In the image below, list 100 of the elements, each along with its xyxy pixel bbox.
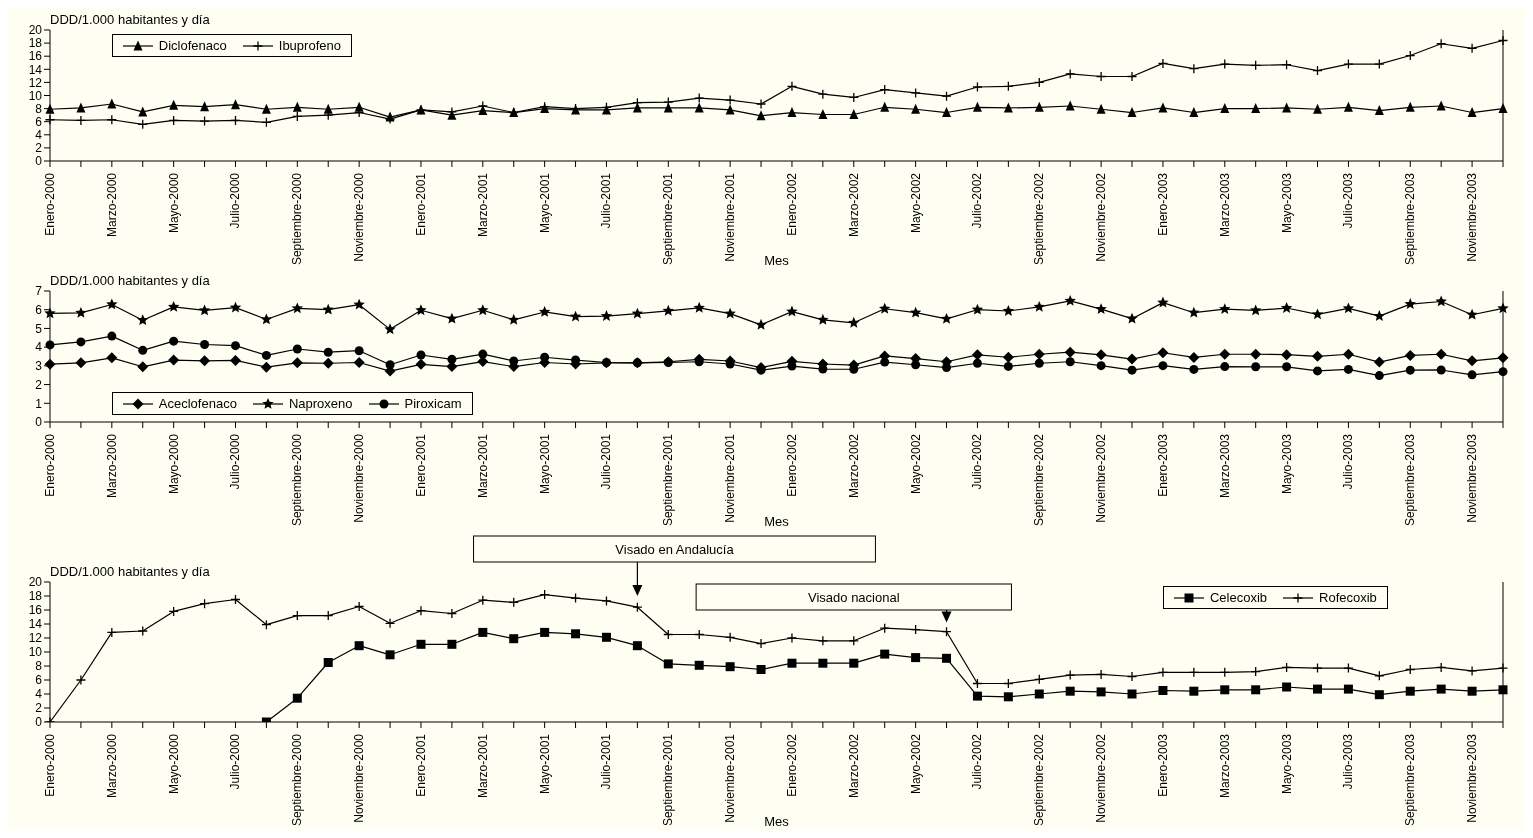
x-tick-label: Mayo-2002 [908,172,923,234]
x-tick-label: Mayo-2001 [537,433,552,495]
x-tick-label: Mayo-2000 [166,433,181,495]
x-tick-label: Marzo-2002 [846,172,861,238]
y-tick-label: 0 [35,154,43,169]
y-tick-label: 2 [35,701,43,716]
annotation: Visado nacional [808,589,900,605]
x-tick-label: Enero-2000 [43,433,57,497]
y-tick-label: 12 [28,631,43,646]
y-tick-label: 6 [35,114,43,129]
y-axis-title: DDD/1.000 habitantes y día [50,273,211,288]
x-tick-label: Marzo-2003 [1217,172,1232,238]
y-tick-label: 12 [28,75,43,90]
x-tick-label: Noviembre-2002 [1094,172,1109,262]
y-axis-title: DDD/1.000 habitantes y día [50,564,211,579]
x-tick-label: Mayo-2001 [537,733,552,795]
x-tick-label: Julio-2001 [599,172,614,229]
legend-label: Diclofenaco [158,38,227,53]
x-axis-title: Mes [764,253,790,268]
x-tick-label: Enero-2000 [43,172,57,236]
x-tick-label: Mayo-2000 [166,172,181,234]
y-tick-label: 7 [35,284,43,299]
y-tick-label: 2 [35,377,43,392]
y-tick-label: 18 [28,36,43,51]
text: Visado en Andalucía [615,541,735,557]
x-tick-label: Marzo-2000 [104,172,119,238]
y-tick-label: 20 [28,23,43,38]
x-tick-label: Enero-2001 [413,172,428,236]
x-tick-label: Julio-2001 [599,433,614,490]
x-tick-label: Marzo-2003 [1217,433,1232,499]
x-tick-label: Mayo-2000 [166,733,181,795]
x-tick-label: Septiembre-2000 [290,433,305,527]
y-tick-label: 10 [28,88,43,103]
legend-label: Piroxicam [404,396,462,411]
x-tick-label: Noviembre-2000 [352,733,367,823]
x-tick-label: Marzo-2000 [104,733,119,799]
x-tick-label: Noviembre-2001 [723,733,738,823]
x-tick-label: Marzo-2003 [1217,733,1232,799]
x-tick-label: Julio-2002 [970,433,985,490]
y-tick-label: 10 [28,645,43,660]
y-tick-label: 5 [35,321,43,336]
x-tick-label: Julio-2000 [228,172,243,229]
x-tick-label: Enero-2002 [784,172,799,236]
y-axis-title: DDD/1.000 habitantes y día [50,12,211,27]
y-tick-label: 16 [28,49,43,64]
x-tick-label: Septiembre-2003 [1403,172,1418,266]
x-tick-label: Noviembre-2003 [1465,172,1480,262]
y-tick-label: 1 [35,396,43,411]
x-tick-label: Noviembre-2001 [723,172,738,262]
x-tick-label: Marzo-2001 [475,733,490,799]
x-tick-label: Noviembre-2000 [352,172,367,262]
x-tick-label: Mayo-2003 [1279,733,1294,795]
legend-label: Celecoxib [1209,590,1268,605]
y-tick-label: 8 [35,101,43,116]
x-tick-label: Septiembre-2001 [661,433,676,527]
y-tick-label: 4 [35,128,43,143]
y-tick-label: 20 [28,575,43,590]
x-tick-label: Julio-2000 [228,733,243,790]
x-tick-label: Septiembre-2000 [290,733,305,827]
x-tick-label: Julio-2003 [1341,733,1356,790]
x-tick-label: Septiembre-2002 [1032,733,1047,827]
x-tick-label: Enero-2002 [784,433,799,497]
x-tick-label: Mayo-2002 [908,733,923,795]
x-tick-label: Marzo-2001 [475,172,490,238]
x-tick-label: Julio-2003 [1341,172,1356,229]
legend-label: Aceclofenaco [158,396,237,411]
x-axis-title: Mes [764,814,790,829]
x-tick-label: Enero-2003 [1155,172,1170,236]
x-tick-label: Septiembre-2000 [290,172,305,266]
y-tick-label: 0 [35,715,43,730]
x-tick-label: Enero-2003 [1155,433,1170,497]
x-tick-label: Septiembre-2003 [1403,733,1418,827]
x-tick-label: Julio-2001 [599,733,614,790]
y-tick-label: 6 [35,673,43,688]
x-tick-label: Noviembre-2002 [1094,733,1109,823]
y-tick-label: 4 [35,687,43,702]
x-tick-label: Septiembre-2002 [1032,433,1047,527]
y-tick-label: 3 [35,359,43,374]
y-tick-label: 0 [35,415,43,430]
x-tick-label: Mayo-2003 [1279,433,1294,495]
y-tick-label: 4 [35,340,43,355]
x-tick-label: Septiembre-2001 [661,733,676,827]
y-tick-label: 18 [28,589,43,604]
y-tick-label: 8 [35,659,43,674]
x-tick-label: Septiembre-2002 [1032,172,1047,266]
x-tick-label: Enero-2001 [413,733,428,797]
x-tick-label: Noviembre-2000 [352,433,367,523]
x-tick-label: Noviembre-2001 [723,433,738,523]
x-tick-label: Enero-2002 [784,733,799,797]
x-tick-label: Noviembre-2003 [1465,733,1480,823]
x-tick-label: Julio-2002 [970,733,985,790]
legend-label: Naproxeno [288,396,353,411]
x-tick-label: Enero-2003 [1155,733,1170,797]
x-tick-label: Noviembre-2002 [1094,433,1109,523]
x-tick-label: Julio-2002 [970,172,985,229]
x-axis-title: Mes [764,514,790,529]
legend-label: Ibuprofeno [278,38,341,53]
x-tick-label: Noviembre-2003 [1465,433,1480,523]
y-tick-label: 16 [28,603,43,618]
x-tick-label: Enero-2001 [413,433,428,497]
